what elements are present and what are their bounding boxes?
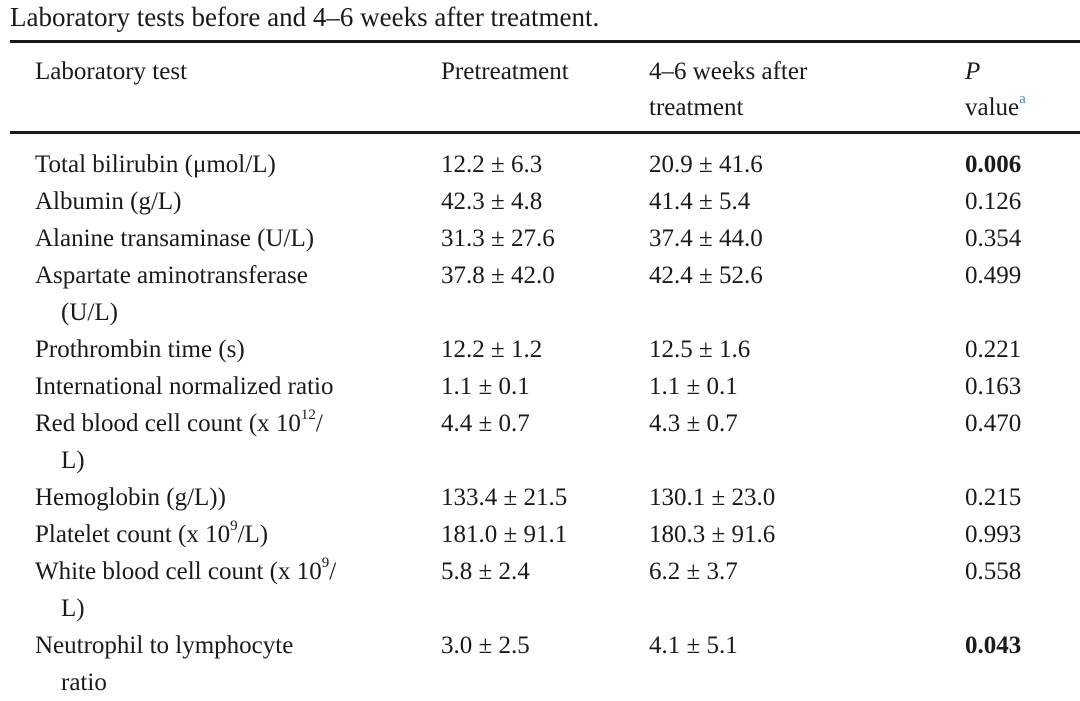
- row-p-value: 0.221: [965, 336, 1022, 363]
- row-after-treatment-value: 1.1 ± 0.1: [649, 373, 738, 400]
- header-p-symbol: P: [965, 58, 981, 85]
- row-p-value: 0.558: [965, 558, 1022, 585]
- table-top-rule: [10, 40, 1080, 43]
- row-after-treatment-value: 6.2 ± 3.7: [649, 558, 738, 585]
- row-p-value: 0.470: [965, 410, 1022, 437]
- row-p-value: 0.215: [965, 484, 1022, 511]
- row-test-name: Total bilirubin (μmol/L): [35, 146, 276, 183]
- row-test-name: Red blood cell count (x 1012/ L): [35, 405, 323, 479]
- row-pretreatment-value: 31.3 ± 27.6: [441, 225, 555, 252]
- row-test-exponent: 9: [321, 554, 330, 571]
- row-test-name-line1: Prothrombin time (s): [35, 336, 245, 363]
- row-after-treatment-value: 42.4 ± 52.6: [649, 262, 763, 289]
- row-pretreatment-value: 5.8 ± 2.4: [441, 558, 530, 585]
- row-p-value: 0.043: [965, 632, 1022, 659]
- row-test-name-line1: Alanine transaminase (U/L): [35, 225, 315, 252]
- header-laboratory-test: Laboratory test: [35, 58, 188, 85]
- footnote-marker-a[interactable]: a: [1019, 90, 1026, 107]
- row-test-name-line2: (U/L): [61, 299, 118, 326]
- row-p-value: 0.499: [965, 262, 1022, 289]
- row-pretreatment-value: 133.4 ± 21.5: [441, 484, 568, 511]
- row-after-treatment-value: 37.4 ± 44.0: [649, 225, 763, 252]
- row-pretreatment-value: 181.0 ± 91.1: [441, 521, 568, 548]
- row-test-name-tail: /L): [237, 521, 269, 548]
- row-test-exponent: 9: [230, 517, 238, 534]
- header-after-line2: treatment: [649, 94, 744, 121]
- row-test-name-tail: /: [329, 558, 337, 585]
- row-after-treatment-value: 4.3 ± 0.7: [649, 410, 738, 437]
- row-test-name: International normalized ratio: [35, 368, 334, 405]
- row-test-name: Neutrophil to lymphocyte ratio: [35, 627, 293, 701]
- row-test-name: Alanine transaminase (U/L): [35, 220, 314, 257]
- row-after-treatment-value: 20.9 ± 41.6: [649, 151, 763, 178]
- table-header-rule: [10, 131, 1080, 134]
- row-after-treatment-value: 180.3 ± 91.6: [649, 521, 776, 548]
- row-pretreatment-value: 42.3 ± 4.8: [441, 188, 543, 215]
- row-p-value: 0.163: [965, 373, 1022, 400]
- header-p-label: value: [965, 94, 1020, 121]
- header-after-treatment: 4–6 weeks after treatment: [649, 54, 807, 126]
- row-test-name: Platelet count (x 109/L): [35, 516, 268, 553]
- row-after-treatment-value: 4.1 ± 5.1: [649, 632, 738, 659]
- row-test-name-line1: Albumin (g/L): [35, 188, 182, 215]
- row-after-treatment-value: 12.5 ± 1.6: [649, 336, 751, 363]
- row-test-name-line1: Aspartate aminotransferase: [35, 262, 308, 289]
- row-test-name-line2: L): [61, 447, 85, 474]
- row-test-name-line1: Red blood cell count (x 10: [35, 410, 301, 437]
- row-test-name: White blood cell count (x 109/ L): [35, 553, 336, 627]
- row-test-name-line1: Platelet count (x 10: [35, 521, 231, 548]
- row-test-name: Hemoglobin (g/L)): [35, 479, 226, 516]
- row-test-name-line2: L): [61, 595, 85, 622]
- row-p-value: 0.354: [965, 225, 1022, 252]
- row-after-treatment-value: 41.4 ± 5.4: [649, 188, 751, 215]
- row-p-value: 0.006: [965, 151, 1022, 178]
- row-test-name-line1: Hemoglobin (g/L)): [35, 484, 226, 511]
- table-caption: Laboratory tests before and 4–6 weeks af…: [10, 2, 600, 32]
- row-test-name: Albumin (g/L): [35, 183, 182, 220]
- row-pretreatment-value: 1.1 ± 0.1: [441, 373, 530, 400]
- row-p-value: 0.126: [965, 188, 1022, 215]
- row-pretreatment-value: 3.0 ± 2.5: [441, 632, 530, 659]
- row-test-name: Prothrombin time (s): [35, 331, 245, 368]
- row-test-name-line1: Total bilirubin (μmol/L): [35, 151, 276, 178]
- row-pretreatment-value: 12.2 ± 6.3: [441, 151, 543, 178]
- row-test-name-line1: Neutrophil to lymphocyte: [35, 632, 294, 659]
- row-test-name-line1: White blood cell count (x 10: [35, 558, 322, 585]
- row-test-name-line2: ratio: [61, 669, 107, 696]
- row-test-exponent: 12: [300, 406, 316, 423]
- header-p-value: P valuea: [965, 54, 1026, 126]
- row-test-name-tail: /: [315, 410, 323, 437]
- row-after-treatment-value: 130.1 ± 23.0: [649, 484, 776, 511]
- row-pretreatment-value: 37.8 ± 42.0: [441, 262, 555, 289]
- header-pretreatment: Pretreatment: [441, 58, 569, 85]
- row-test-name-line1: International normalized ratio: [35, 373, 334, 400]
- row-pretreatment-value: 12.2 ± 1.2: [441, 336, 543, 363]
- row-p-value: 0.993: [965, 521, 1022, 548]
- row-test-name: Aspartate aminotransferase (U/L): [35, 257, 308, 331]
- header-after-line1: 4–6 weeks after: [649, 58, 808, 85]
- row-pretreatment-value: 4.4 ± 0.7: [441, 410, 530, 437]
